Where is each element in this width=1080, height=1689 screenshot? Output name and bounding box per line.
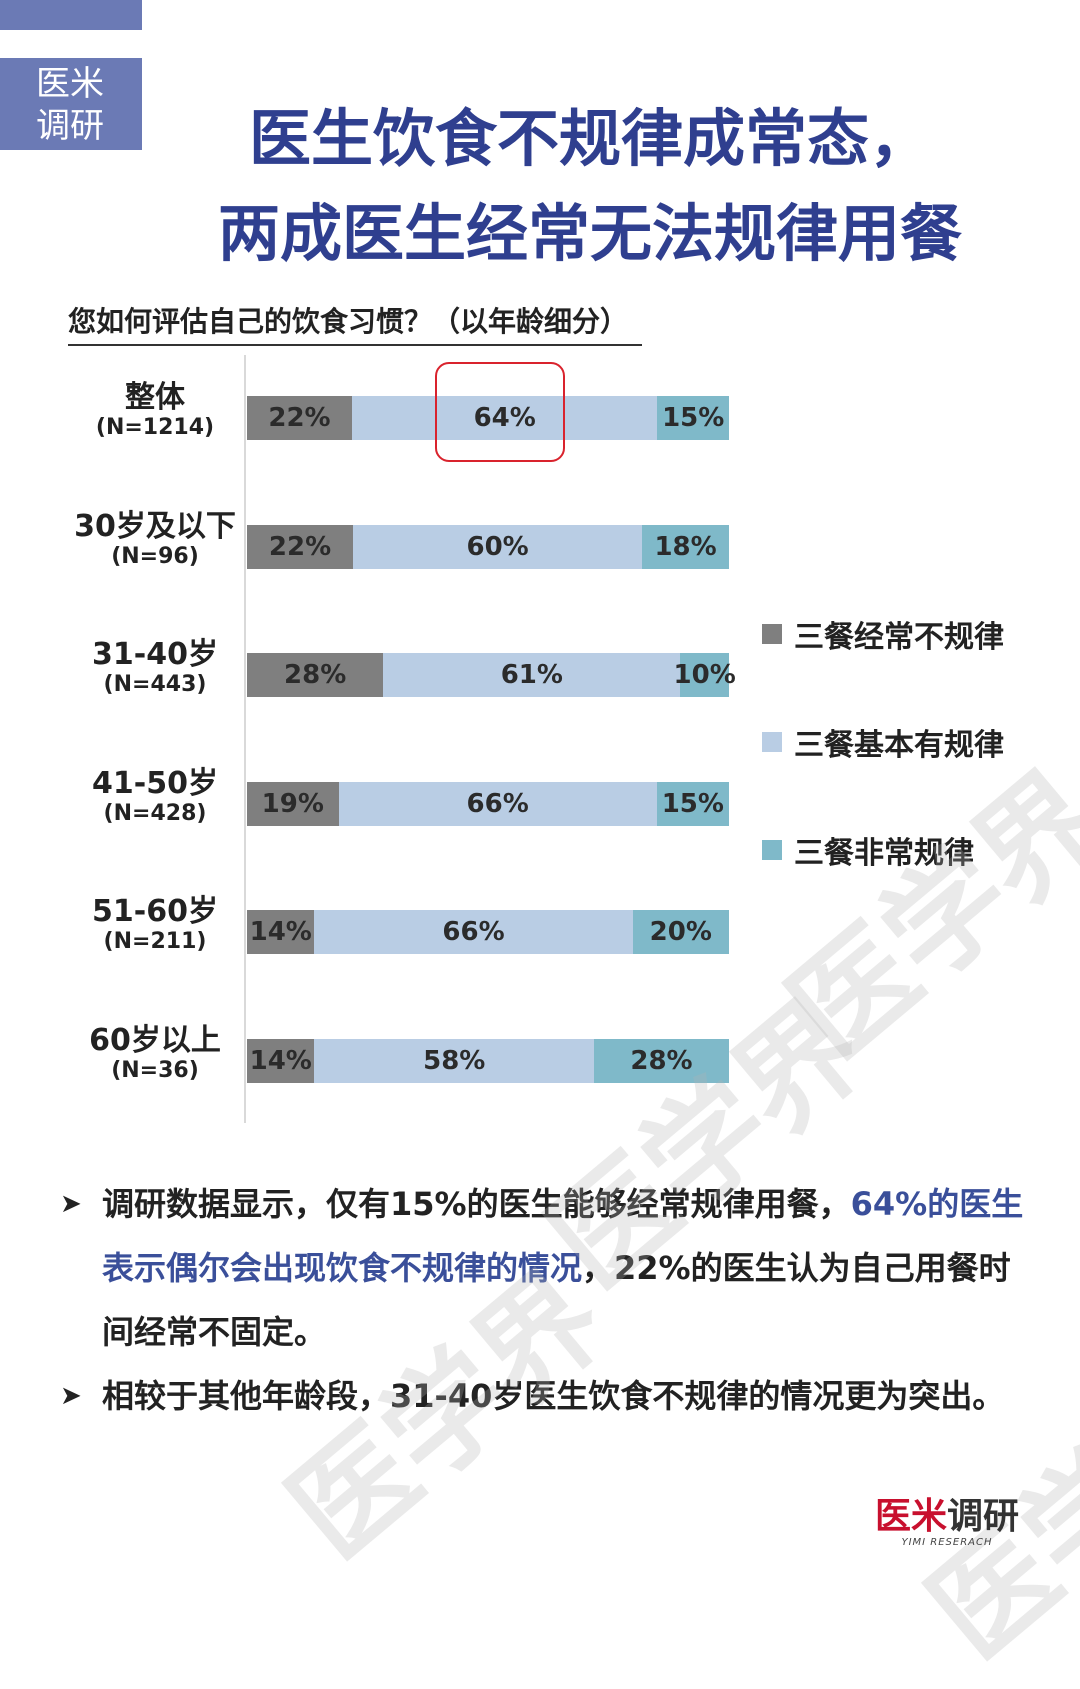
stacked-bar: 22% 64% 15% <box>247 396 729 440</box>
category-sample-size: (N=1214) <box>95 415 215 440</box>
bar-segment: 60% <box>353 524 643 569</box>
category-label: 31-40岁 (N=443) <box>60 639 250 699</box>
data-label: 10% <box>673 660 736 690</box>
category-sample-size: (N=428) <box>103 800 207 826</box>
stacked-bar: 22% 60% 18% <box>247 524 729 569</box>
bar-segment: 14% <box>247 1038 315 1083</box>
category-label: 41-50岁 (N=428) <box>60 765 250 828</box>
data-label: 15% <box>661 788 724 819</box>
badge-line-1: 医米 <box>36 64 104 104</box>
bar-segment: 15% <box>656 781 729 826</box>
category-sample-size: (N=443) <box>103 672 207 697</box>
legend-swatch <box>762 840 782 860</box>
stacked-bar: 19% 66% 15% <box>247 781 729 826</box>
stacked-bar: 14% 58% 28% <box>247 1038 729 1083</box>
data-label: 66% <box>466 788 529 819</box>
bullet-text-part: 调研数据显示，仅有15%的医生能够经常规律用餐， <box>102 1185 851 1223</box>
bar-segment: 66% <box>314 910 633 954</box>
arrow-bullet-icon: ➤ <box>60 1189 82 1219</box>
bullet-text: 调研数据显示，仅有15%的医生能够经常规律用餐，64%的医生表示偶尔会出现饮食不… <box>102 1172 1030 1364</box>
data-label: 19% <box>261 788 324 819</box>
legend-item: 三餐基本有规律 <box>762 720 1004 764</box>
data-label: 64% <box>473 403 536 433</box>
data-label: 14% <box>249 917 312 947</box>
data-label: 60% <box>466 531 529 562</box>
category-name: 60岁以上 <box>89 1022 221 1058</box>
data-label: 58% <box>423 1045 486 1076</box>
highlight-box <box>435 362 565 462</box>
category-name: 41-50岁 <box>92 765 218 801</box>
data-label: 61% <box>500 660 563 690</box>
logo-text: 医米调研 <box>872 1497 1022 1537</box>
data-label: 15% <box>662 403 725 433</box>
data-label: 28% <box>284 660 347 690</box>
top-accent-bar <box>0 0 142 30</box>
bar-segment: 64% <box>351 396 658 440</box>
bar-segment: 10% <box>674 653 736 697</box>
brand-badge: 医米 调研 <box>0 58 142 150</box>
watermark: 医学界 <box>763 745 1080 1085</box>
bar-segment: 22% <box>247 396 352 440</box>
category-sample-size: (N=96) <box>111 543 199 569</box>
bullet-text-highlight: 64%的医生表示偶尔会出现饮食不规律的情况 <box>102 1185 1024 1287</box>
category-name: 30岁及以下 <box>74 508 236 544</box>
logo: 医米调研 YIMI RESERACH <box>872 1497 1022 1549</box>
bar-segment: 19% <box>247 781 339 826</box>
logo-subtitle: YIMI RESERACH <box>901 1537 993 1548</box>
legend-swatch <box>762 624 782 644</box>
summary-bullets: ➤ 调研数据显示，仅有15%的医生能够经常规律用餐，64%的医生表示偶尔会出现饮… <box>60 1172 1030 1428</box>
bar-segment: 58% <box>314 1038 595 1083</box>
category-label: 30岁及以下 (N=96) <box>60 508 250 571</box>
bar-segment: 28% <box>594 1038 729 1083</box>
bar-segment: 14% <box>247 910 315 954</box>
arrow-bullet-icon: ➤ <box>60 1381 82 1411</box>
bar-segment: 20% <box>632 910 729 954</box>
bar-segment: 66% <box>338 781 657 826</box>
stacked-bar: 28% 61% 10% <box>247 653 736 697</box>
logo-text-dark: 调研 <box>947 1496 1020 1537</box>
data-label: 20% <box>649 917 712 947</box>
bullet-text-part: ，22%的医生认为自己用餐时间经常不固定。 <box>102 1249 1011 1351</box>
bullet-item: ➤ 相较于其他年龄段，31-40岁医生饮食不规律的情况更为突出。 <box>60 1364 1030 1428</box>
page-title-line-1: 医生饮食不规律成常态， <box>248 102 931 175</box>
badge-line-2: 调研 <box>36 106 104 146</box>
category-axis-line <box>244 355 246 1123</box>
bar-segment: 61% <box>383 653 681 697</box>
category-name: 31-40岁 <box>92 637 218 672</box>
logo-text-red: 医米 <box>874 1496 947 1537</box>
category-sample-size: (N=211) <box>103 929 207 954</box>
data-label: 22% <box>268 531 332 562</box>
legend-item: 三餐非常规律 <box>762 828 974 872</box>
legend-label: 三餐非常规律 <box>794 836 974 871</box>
data-label: 66% <box>442 917 505 947</box>
category-label: 51-60岁 (N=211) <box>60 896 250 956</box>
page-title-line-2: 两成医生经常无法规律用餐 <box>217 197 962 270</box>
legend-label: 三餐基本有规律 <box>794 728 1004 763</box>
bar-segment: 18% <box>642 524 729 569</box>
bullet-item: ➤ 调研数据显示，仅有15%的医生能够经常规律用餐，64%的医生表示偶尔会出现饮… <box>60 1172 1030 1364</box>
category-name: 整体 <box>125 380 185 415</box>
data-label: 14% <box>249 1045 312 1076</box>
bar-segment: 28% <box>247 653 384 697</box>
category-label: 60岁以上 (N=36) <box>60 1022 250 1085</box>
category-label: 整体 (N=1214) <box>60 382 250 442</box>
data-label: 22% <box>268 403 331 433</box>
legend-item: 三餐经常不规律 <box>762 612 1004 656</box>
bullet-text-part: 相较于其他年龄段，31-40岁医生饮食不规律的情况更为突出。 <box>102 1377 1005 1415</box>
data-label: 18% <box>654 531 717 562</box>
stacked-bar: 14% 66% 20% <box>247 910 729 954</box>
legend-swatch <box>762 732 782 752</box>
bar-segment: 22% <box>247 524 354 569</box>
category-sample-size: (N=36) <box>111 1057 199 1083</box>
legend-label: 三餐经常不规律 <box>794 620 1004 655</box>
chart-title: 您如何评估自己的饮食习惯？（以年龄细分） <box>68 300 643 346</box>
bullet-text: 相较于其他年龄段，31-40岁医生饮食不规律的情况更为突出。 <box>102 1364 1030 1428</box>
data-label: 28% <box>630 1045 693 1076</box>
bar-segment: 15% <box>657 396 729 440</box>
category-name: 51-60岁 <box>92 894 218 929</box>
